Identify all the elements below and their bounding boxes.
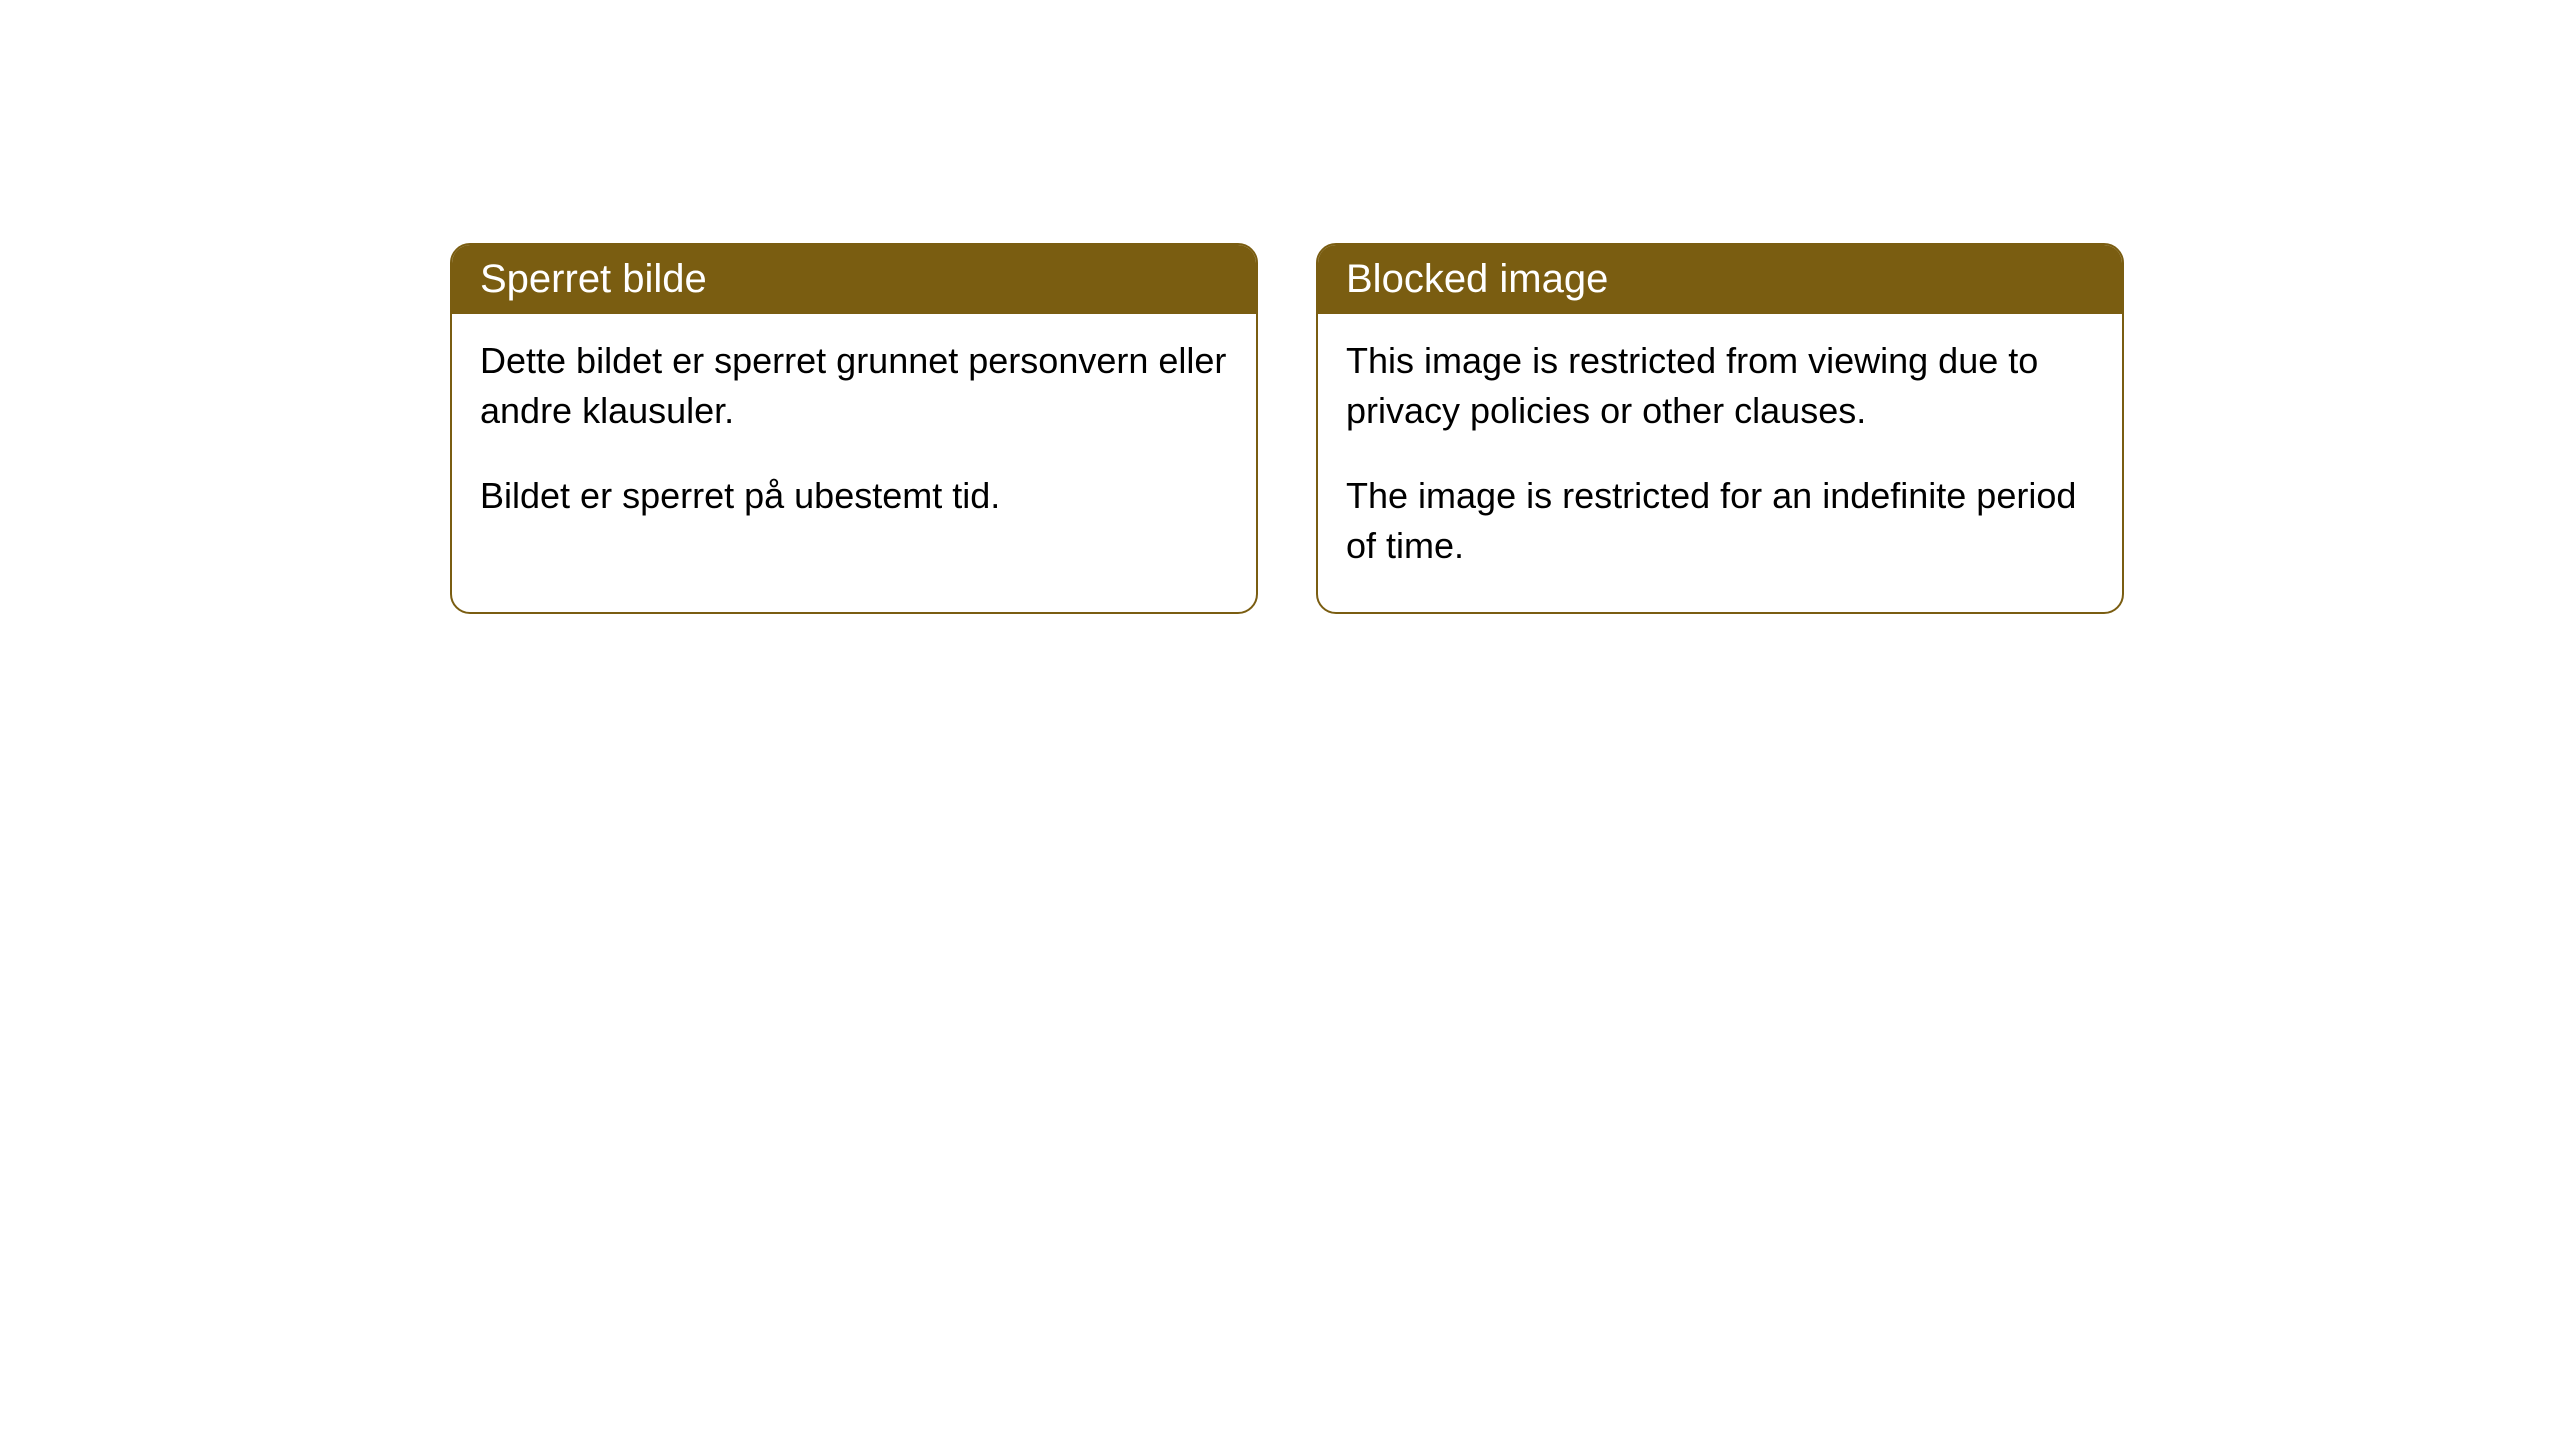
- card-paragraph: This image is restricted from viewing du…: [1346, 336, 2094, 437]
- card-title: Sperret bilde: [480, 257, 707, 301]
- card-paragraph: Dette bildet er sperret grunnet personve…: [480, 336, 1228, 437]
- card-paragraph: Bildet er sperret på ubestemt tid.: [480, 471, 1228, 521]
- card-paragraph: The image is restricted for an indefinit…: [1346, 471, 2094, 572]
- cards-container: Sperret bilde Dette bildet er sperret gr…: [450, 243, 2124, 614]
- blocked-image-card-norwegian: Sperret bilde Dette bildet er sperret gr…: [450, 243, 1258, 614]
- card-title: Blocked image: [1346, 257, 1608, 301]
- card-header: Blocked image: [1318, 245, 2122, 314]
- blocked-image-card-english: Blocked image This image is restricted f…: [1316, 243, 2124, 614]
- card-header: Sperret bilde: [452, 245, 1256, 314]
- card-body: This image is restricted from viewing du…: [1318, 314, 2122, 612]
- card-body: Dette bildet er sperret grunnet personve…: [452, 314, 1256, 561]
